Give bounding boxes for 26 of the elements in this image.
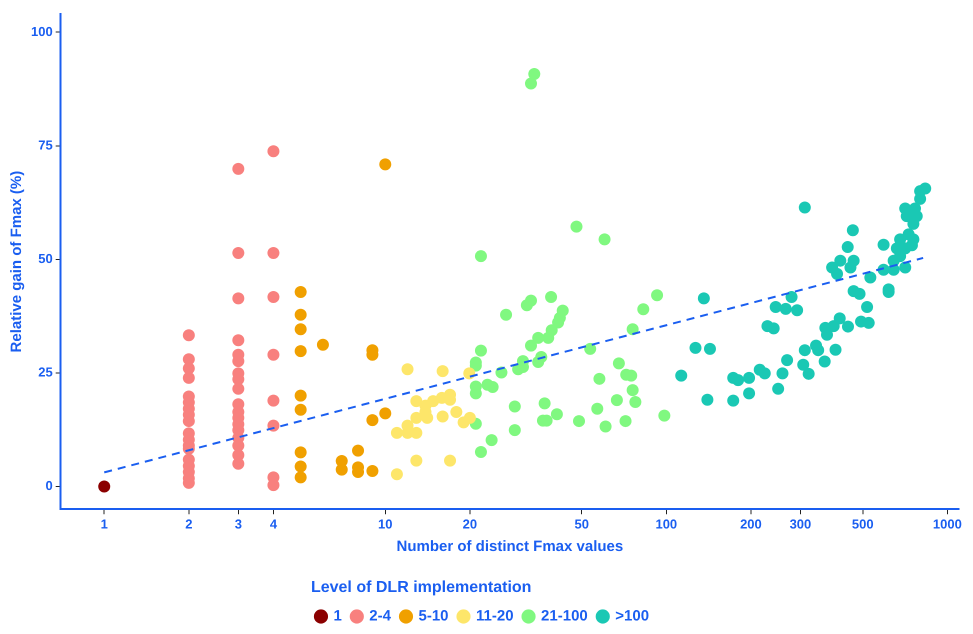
y-tick-label: 100 [30,24,53,39]
x-tick-label: 3 [234,516,242,532]
y-axis-title: Relative gain of Fmax (%) [8,170,26,352]
x-axis-title: Number of distinct Fmax values [396,538,624,555]
x-tick-label: 500 [852,516,874,532]
y-tick-label: 75 [38,137,53,152]
y-tick-label: 50 [38,250,53,266]
x-tick-label: 10 [378,516,393,532]
x-tick-label: 200 [740,516,762,532]
x-tick-label: 2 [185,516,192,532]
legend-label: 5-10 [418,608,449,625]
y-tick-label: 0 [45,478,53,494]
legend-label: 2-4 [369,608,392,625]
x-tick-label: 20 [462,516,478,532]
legend-label: 11-20 [476,608,514,625]
x-tick-label: 4 [270,516,278,532]
y-tick-label: 25 [38,364,53,380]
legend-title: Level of DLR implementation [310,579,532,596]
x-tick-label: 50 [574,516,589,532]
legend-label: >100 [615,608,650,625]
x-tick-label: 1 [100,516,108,532]
x-tick-label: 300 [790,516,812,532]
x-tick-label: 1000 [932,516,962,532]
legend-label: 21-100 [541,608,588,625]
x-tick-label: 100 [655,516,678,532]
legend-label: 1 [333,608,342,625]
